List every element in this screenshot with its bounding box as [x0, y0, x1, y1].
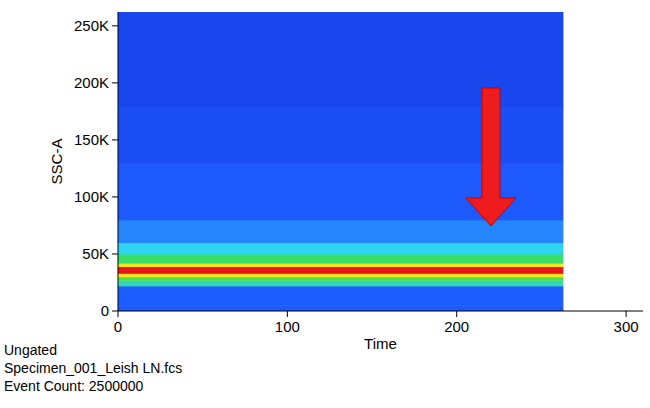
y-tick-label: 200K [74, 74, 109, 91]
x-tick [626, 311, 627, 317]
y-tick [112, 311, 118, 312]
x-tick [287, 311, 288, 317]
x-axis-title: Time [364, 335, 397, 352]
red-arrow [466, 88, 516, 226]
arrow-shape [466, 88, 516, 226]
density-cell [118, 305, 563, 311]
y-tick-label: 50K [82, 245, 109, 262]
y-tick [112, 82, 118, 83]
y-tick-label: 250K [74, 17, 109, 34]
density-cell [118, 267, 563, 274]
density-layer [118, 12, 563, 311]
density-cell [118, 243, 563, 255]
footer-text: Event Count: 2500000 [4, 378, 144, 394]
density-cell [118, 254, 563, 264]
y-tick [112, 139, 118, 140]
x-tick-label: 200 [444, 318, 469, 335]
footer-text: Specimen_001_Leish LN.fcs [4, 360, 182, 376]
y-axis-line [118, 12, 119, 311]
chart-root: 0 50K 100K 150K 200K 250K 0 100 200 300 Time SSC-A U… [0, 0, 650, 408]
x-tick-label: 100 [275, 318, 300, 335]
y-tick-label: 100K [74, 188, 109, 205]
x-axis-line [118, 311, 643, 312]
x-tick-label: 0 [114, 318, 122, 335]
y-tick-label: 150K [74, 131, 109, 148]
x-tick [456, 311, 457, 317]
density-cell [118, 277, 563, 281]
density-cell [118, 263, 563, 267]
x-tick [118, 311, 119, 317]
y-tick [112, 253, 118, 254]
x-tick-label: 300 [614, 318, 639, 335]
footer-text: Ungated [4, 342, 57, 358]
y-tick [112, 25, 118, 26]
density-cell [118, 286, 563, 306]
y-tick [112, 196, 118, 197]
density-cell [118, 280, 563, 286]
density-cell [118, 273, 563, 277]
chart: 0 50K 100K 150K 200K 250K 0 100 200 300 Time SSC-A U… [0, 0, 650, 408]
y-axis-title: SSC-A [48, 139, 65, 185]
y-tick-label: 0 [101, 302, 109, 319]
density-cell [118, 220, 563, 243]
